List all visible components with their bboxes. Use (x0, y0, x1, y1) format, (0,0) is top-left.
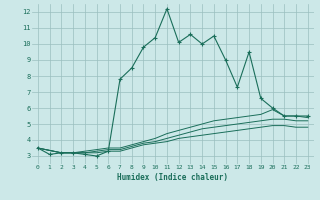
X-axis label: Humidex (Indice chaleur): Humidex (Indice chaleur) (117, 173, 228, 182)
